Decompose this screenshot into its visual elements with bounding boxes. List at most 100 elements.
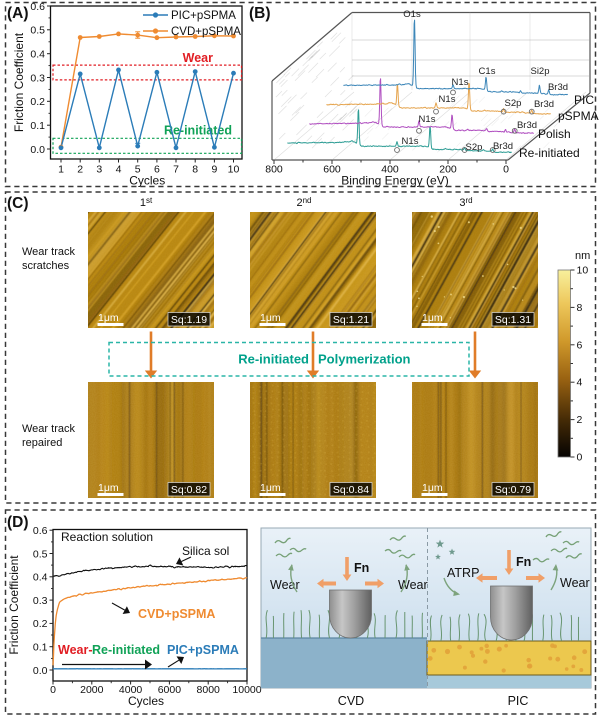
svg-text:pSPMA: pSPMA <box>558 109 599 123</box>
svg-text:7: 7 <box>173 164 179 176</box>
svg-text:Friction Coefficient: Friction Coefficient <box>12 32 26 132</box>
svg-text:CVD+pSPMA: CVD+pSPMA <box>138 607 215 621</box>
svg-text:8: 8 <box>192 164 198 176</box>
svg-text:Reaction solution: Reaction solution <box>61 530 153 544</box>
svg-text:Br3d: Br3d <box>534 99 554 110</box>
svg-text:600: 600 <box>323 164 341 176</box>
svg-text:(A): (A) <box>7 5 29 22</box>
svg-text:6000: 6000 <box>158 684 182 696</box>
svg-text:0.4: 0.4 <box>33 572 48 584</box>
svg-text:Fn: Fn <box>516 555 531 569</box>
svg-text:Polymerization: Polymerization <box>318 352 411 367</box>
svg-text:0.0: 0.0 <box>33 665 48 677</box>
svg-text:0.2: 0.2 <box>30 96 45 108</box>
svg-text:Sq:0.82: Sq:0.82 <box>171 484 207 496</box>
svg-text:4000: 4000 <box>119 684 143 696</box>
svg-text:4: 4 <box>116 164 122 176</box>
svg-text:N1s: N1s <box>419 114 436 125</box>
svg-text:Sq:0.79: Sq:0.79 <box>495 484 531 496</box>
svg-text:10000: 10000 <box>232 684 261 696</box>
svg-text:Si2p: Si2p <box>530 66 549 77</box>
svg-text:6: 6 <box>154 164 160 176</box>
svg-text:CVD+pSPMA: CVD+pSPMA <box>171 26 241 38</box>
svg-text:PIC+pSPMA: PIC+pSPMA <box>171 10 236 22</box>
svg-text:N1s: N1s <box>452 77 469 88</box>
svg-text:Silica sol: Silica sol <box>182 544 229 558</box>
svg-text:Wear: Wear <box>560 576 590 590</box>
svg-text:2nd: 2nd <box>296 196 311 209</box>
svg-text:1: 1 <box>58 164 64 176</box>
svg-text:0.4: 0.4 <box>30 49 45 61</box>
svg-text:Sq:1.21: Sq:1.21 <box>333 314 369 326</box>
svg-text:3: 3 <box>96 164 102 176</box>
svg-text:Polish: Polish <box>538 127 571 141</box>
svg-text:Re-initiated: Re-initiated <box>164 124 232 138</box>
svg-text:9: 9 <box>211 164 217 176</box>
svg-text:Re-initiated: Re-initiated <box>92 643 160 657</box>
svg-text:O1s: O1s <box>403 9 421 20</box>
svg-text:0.2: 0.2 <box>33 618 48 630</box>
svg-text:1st: 1st <box>140 196 153 209</box>
svg-text:2: 2 <box>77 164 83 176</box>
svg-text:0: 0 <box>503 164 509 176</box>
svg-text:N1s: N1s <box>439 94 456 105</box>
svg-text:Wear track: Wear track <box>22 423 75 435</box>
svg-text:0.1: 0.1 <box>33 642 48 654</box>
svg-text:1μm: 1μm <box>260 312 281 324</box>
svg-text:0.0: 0.0 <box>30 144 45 156</box>
svg-text:1μm: 1μm <box>98 482 119 494</box>
svg-text:Wear-: Wear- <box>58 643 93 657</box>
svg-text:0.3: 0.3 <box>30 72 45 84</box>
svg-text:PIC+pSPMA: PIC+pSPMA <box>167 643 239 657</box>
svg-text:8000: 8000 <box>197 684 221 696</box>
svg-text:nm: nm <box>575 250 590 262</box>
svg-text:400: 400 <box>381 164 399 176</box>
svg-text:5: 5 <box>135 164 141 176</box>
svg-text:Br3d: Br3d <box>548 82 568 93</box>
svg-text:Br3d: Br3d <box>517 120 537 131</box>
svg-text:Br3d: Br3d <box>493 141 513 152</box>
svg-text:Cycles: Cycles <box>128 694 164 708</box>
svg-text:scratches: scratches <box>22 260 70 272</box>
svg-text:Re-initiated: Re-initiated <box>519 146 580 160</box>
svg-text:0: 0 <box>577 452 583 464</box>
svg-text:N1s: N1s <box>402 136 419 147</box>
svg-text:10: 10 <box>228 164 240 176</box>
svg-text:Fn: Fn <box>354 561 369 575</box>
svg-text:800: 800 <box>265 164 283 176</box>
svg-text:PIC: PIC <box>574 93 594 107</box>
svg-text:1μm: 1μm <box>260 482 281 494</box>
svg-text:8: 8 <box>577 302 583 314</box>
svg-text:2000: 2000 <box>80 684 104 696</box>
svg-text:1μm: 1μm <box>422 312 443 324</box>
svg-text:Sq:1.31: Sq:1.31 <box>495 314 531 326</box>
svg-text:Friction Coefficient: Friction Coefficient <box>7 555 21 655</box>
svg-text:(B): (B) <box>249 5 271 22</box>
svg-text:3rd: 3rd <box>459 196 472 209</box>
svg-text:0.6: 0.6 <box>33 525 48 537</box>
svg-text:0.5: 0.5 <box>30 25 45 37</box>
svg-text:4: 4 <box>577 377 583 389</box>
svg-text:Wear: Wear <box>183 51 213 65</box>
svg-text:S2p: S2p <box>505 98 522 109</box>
svg-text:0.5: 0.5 <box>33 548 48 560</box>
svg-text:repaired: repaired <box>22 437 62 449</box>
svg-text:S2p: S2p <box>466 142 483 153</box>
svg-text:Sq:1.19: Sq:1.19 <box>171 314 207 326</box>
svg-text:0.3: 0.3 <box>33 595 48 607</box>
svg-text:(D): (D) <box>7 514 29 531</box>
svg-text:0.1: 0.1 <box>30 120 45 132</box>
svg-text:ATRP: ATRP <box>447 566 479 580</box>
svg-text:1μm: 1μm <box>422 482 443 494</box>
svg-text:Cycles: Cycles <box>129 174 165 188</box>
svg-text:Wear track: Wear track <box>22 246 75 258</box>
svg-text:Re-initiated: Re-initiated <box>238 352 309 367</box>
svg-text:10: 10 <box>577 265 589 277</box>
svg-text:(C): (C) <box>7 195 29 212</box>
svg-text:0.6: 0.6 <box>30 1 45 13</box>
svg-text:CVD: CVD <box>338 694 364 708</box>
svg-text:6: 6 <box>577 339 583 351</box>
svg-text:PIC: PIC <box>508 694 529 708</box>
svg-text:1μm: 1μm <box>98 312 119 324</box>
svg-text:200: 200 <box>439 164 457 176</box>
